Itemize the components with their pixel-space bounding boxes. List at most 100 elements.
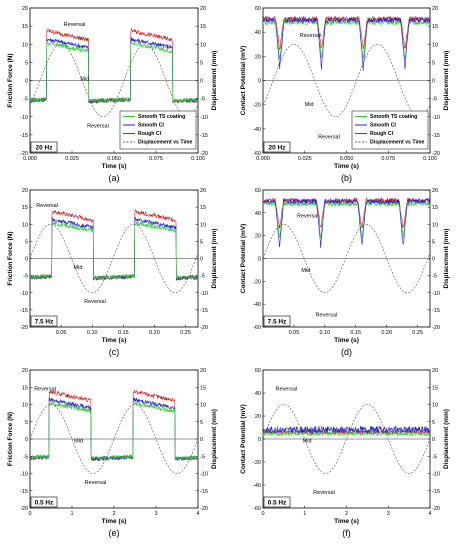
panel-label: (d) — [341, 347, 352, 357]
y2-tick-label: 10 — [200, 222, 206, 228]
frequency-box — [263, 496, 291, 508]
y2-tick-label: -5 — [200, 454, 205, 460]
y2-tick-label: 0 — [432, 257, 435, 263]
y2-tick-label: 10 — [432, 403, 438, 409]
annotation-label: Reversal — [297, 213, 319, 219]
y-tick-label: 10 — [22, 42, 28, 48]
x-tick-label: 0.050 — [107, 156, 121, 162]
y2-tick-label: 0 — [200, 257, 203, 263]
y-tick-label: 40 — [255, 30, 261, 36]
y2-tick-label: -15 — [200, 308, 208, 314]
x-tick-label: 0.100 — [423, 156, 437, 162]
frequency-label: 7.5 Hz — [268, 319, 288, 326]
y2-tick-label: -20 — [200, 325, 208, 331]
x-tick-label: 0.025 — [65, 156, 79, 162]
y2-tick-label: 0 — [200, 79, 203, 85]
series-smooth-ts — [263, 200, 430, 239]
y2-tick-label: 10 — [200, 403, 206, 409]
y2-tick-label: 20 — [200, 6, 206, 12]
y-tick-label: 0 — [258, 437, 261, 443]
series-smooth-ci — [263, 425, 430, 435]
y2-tick-label: -15 — [432, 133, 440, 139]
x-tick-label: 0.10 — [87, 330, 98, 336]
x-tick-label: 0.15 — [350, 330, 361, 336]
y2-tick-label: -5 — [200, 274, 205, 280]
annotation-label: Reversal — [34, 387, 56, 393]
y-tick-label: 20 — [255, 234, 261, 240]
panel-label: (b) — [341, 173, 352, 183]
plot-area — [263, 404, 430, 474]
x-axis-label: Time (s) — [334, 337, 359, 344]
y2-tick-label: 5 — [200, 239, 203, 245]
y-tick-label: 20 — [255, 414, 261, 420]
annotation-label: Mid — [301, 268, 310, 274]
frequency-label: 0.5 Hz — [268, 500, 288, 507]
y-tick-label: -10 — [20, 115, 28, 121]
y-tick-label: 20 — [22, 188, 28, 194]
frequency-label: 7.5 Hz — [35, 319, 55, 326]
y-axis-label: Friction Force (N) — [7, 231, 14, 285]
y-tick-label: -20 — [20, 151, 28, 157]
series-smooth-ts — [30, 401, 198, 461]
y-tick-label: 60 — [255, 6, 261, 12]
y-tick-label: 40 — [255, 391, 261, 397]
annotation-label: Mid — [303, 438, 312, 444]
y-tick-label: 10 — [22, 222, 28, 228]
y2-tick-label: 10 — [432, 222, 438, 228]
series-displacement — [30, 223, 198, 294]
annotation-label: Mid — [74, 438, 83, 444]
y-axis-label: Contact Potential (mV) — [240, 224, 247, 294]
y2-tick-label: -10 — [200, 291, 208, 297]
legend-label: Displacement vs Time — [370, 140, 425, 146]
y2-tick-label: 5 — [432, 239, 435, 245]
x-tick-label: 0.20 — [381, 330, 392, 336]
y2-tick-label: 5 — [432, 60, 435, 66]
legend-box — [119, 110, 197, 150]
y2-tick-label: -20 — [432, 506, 440, 512]
chart-panel-f: -60 -40 -20 0 20 40 60 -20 -15 -10 -5 0 5 10 15 20 0 1 2 3 4… — [240, 368, 450, 538]
y2-tick-label: 0 — [432, 79, 435, 85]
series-smooth-ts — [30, 40, 198, 103]
x-tick-label: 0 — [28, 511, 31, 517]
y-tick-label: 0 — [25, 437, 28, 443]
x-tick-label: 3 — [154, 511, 157, 517]
y2-tick-label: 5 — [432, 420, 435, 426]
y-tick-label: -15 — [20, 133, 28, 139]
y2-tick-label: -10 — [200, 472, 208, 478]
y-tick-label: -5 — [23, 97, 28, 103]
x-tick-label: 0.25 — [412, 330, 423, 336]
y2-tick-label: -20 — [200, 506, 208, 512]
y2-tick-label: 5 — [200, 420, 203, 426]
y2-tick-label: -20 — [200, 151, 208, 157]
y-tick-label: -60 — [253, 325, 261, 331]
annotation-label: Reversal — [300, 33, 322, 39]
series-smooth-ts — [263, 431, 430, 437]
y2-tick-label: -15 — [432, 308, 440, 314]
y2-axis-label: Displacement (mm) — [211, 409, 218, 469]
x-tick-label: 0.10 — [319, 330, 330, 336]
y-tick-label: -15 — [20, 489, 28, 495]
legend-label: Smooth TS coating — [370, 114, 417, 120]
x-tick-label: 0.100 — [191, 156, 205, 162]
y-tick-label: 5 — [25, 239, 28, 245]
y-tick-label: 20 — [22, 368, 28, 374]
y-tick-label: 15 — [22, 24, 28, 30]
y2-tick-label: -15 — [200, 133, 208, 139]
y-tick-label: -15 — [20, 308, 28, 314]
y2-axis-label: Displacement (mm) — [443, 229, 450, 289]
panel-label: (e) — [109, 528, 120, 538]
series-smooth-ts — [30, 220, 198, 281]
y2-tick-label: -10 — [432, 291, 440, 297]
y-tick-label: 0 — [25, 257, 28, 263]
annotation-label: Reversal — [85, 480, 107, 486]
y2-tick-label: 20 — [200, 368, 206, 374]
y-tick-label: 15 — [22, 205, 28, 211]
y2-tick-label: -10 — [200, 115, 208, 121]
chart-panel-c: -20 -15 -10 -5 0 5 10 15 20 -20 -15 -10 -5 0 5 10 15 20 0.… — [7, 188, 218, 357]
annotation-label: Reversal — [276, 387, 298, 393]
x-axis-label: Time (s) — [102, 518, 127, 525]
series-displacement — [263, 404, 430, 474]
plot-area — [263, 15, 430, 118]
x-tick-label: 0.20 — [149, 330, 160, 336]
y-tick-label: -20 — [253, 460, 261, 466]
